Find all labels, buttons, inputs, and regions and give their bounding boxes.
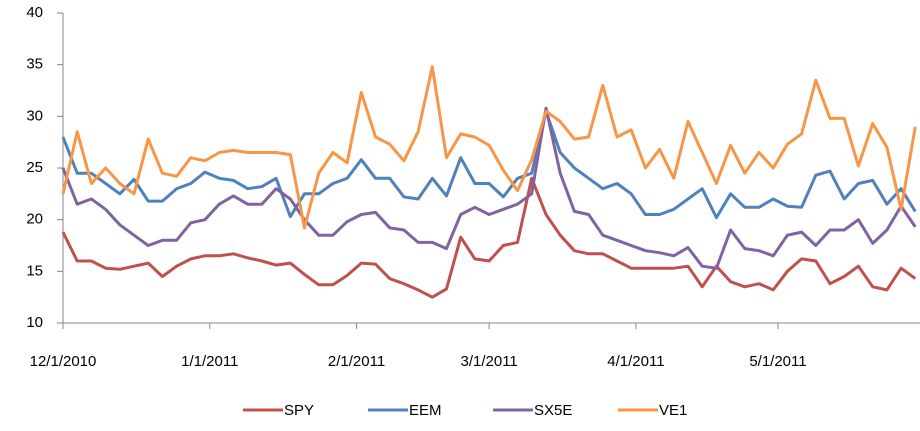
x-tick-label: 5/1/2011 <box>749 353 806 370</box>
legend-label: SX5E <box>534 402 572 419</box>
series-line <box>61 109 917 220</box>
x-tick-label: 3/1/2011 <box>460 353 517 370</box>
y-tick-label: 25 <box>26 159 43 176</box>
series-line <box>61 106 917 270</box>
y-tick-label: 35 <box>26 56 43 73</box>
x-tick-label: 1/1/2011 <box>181 353 238 370</box>
y-tick-label: 40 <box>26 4 43 21</box>
x-tick-label: 2/1/2011 <box>328 353 385 370</box>
series-line <box>61 176 917 299</box>
y-tick-label: 15 <box>26 262 43 279</box>
y-tick-label: 10 <box>26 314 43 331</box>
legend-label: EEM <box>409 402 442 419</box>
y-tick-label: 20 <box>26 211 43 228</box>
x-tick-label: 12/1/2010 <box>30 353 97 370</box>
legend-label: SPY <box>284 402 314 419</box>
legend-label: VE1 <box>659 402 687 419</box>
x-tick-label: 4/1/2011 <box>607 353 664 370</box>
series-line <box>61 65 917 230</box>
y-tick-label: 30 <box>26 107 43 124</box>
